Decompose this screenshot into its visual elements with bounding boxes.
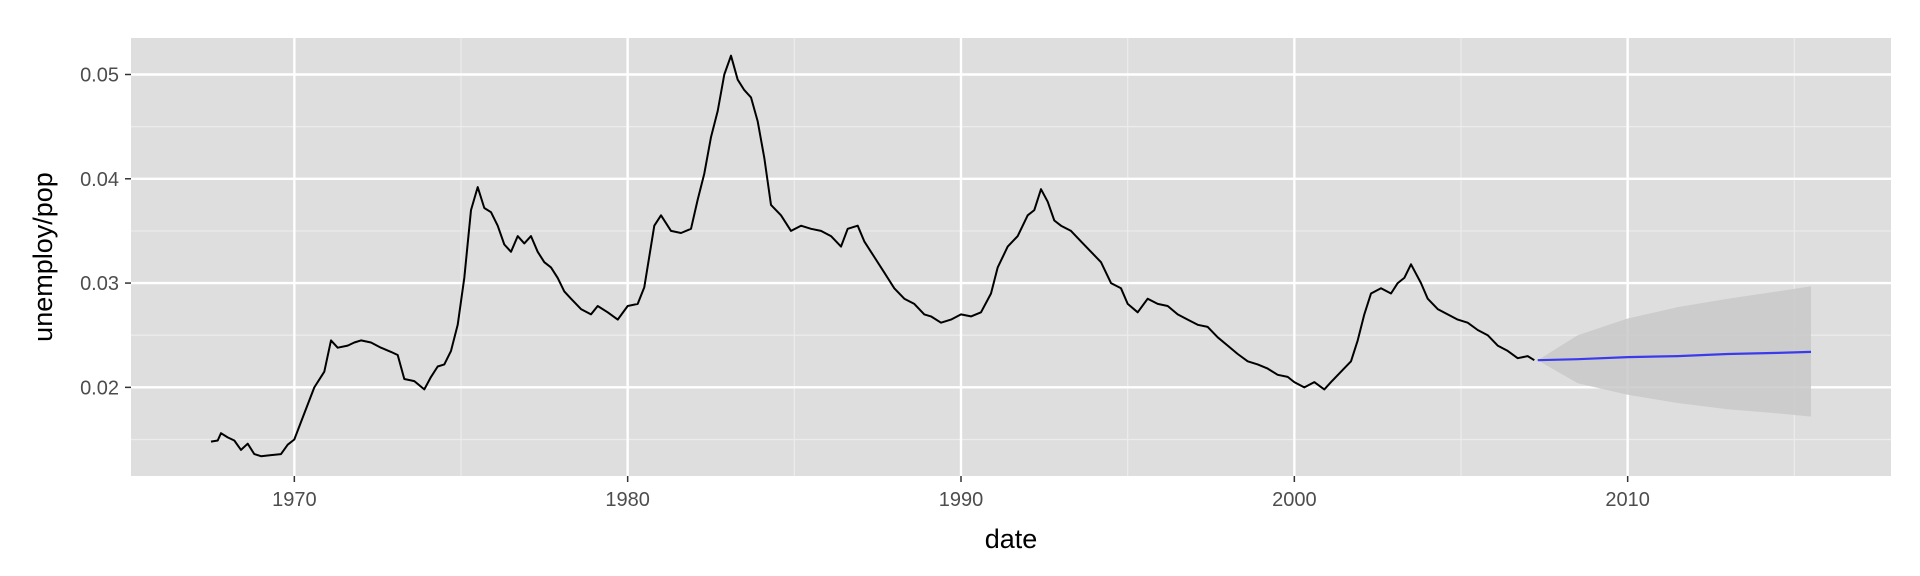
x-axis-ticks: 1970 1980 1990 2000 2010 [272, 476, 1650, 511]
plot-panel [131, 38, 1891, 476]
grid [131, 38, 1891, 476]
y-axis-title: unemploy/pop [28, 172, 58, 342]
x-tick-label: 1980 [605, 489, 650, 511]
x-tick-label: 1990 [939, 489, 984, 511]
x-tick-label: 2010 [1605, 489, 1650, 511]
series-line-forecast [1537, 350, 1812, 362]
x-tick-label: 1970 [272, 489, 317, 511]
y-tick-label: 0.04 [80, 169, 119, 191]
series-line-observed [210, 54, 1535, 458]
y-tick-label: 0.02 [80, 377, 119, 399]
series-layer [210, 54, 1812, 458]
forecast-band-layer [1537, 286, 1811, 417]
y-axis-ticks: 0.02 0.03 0.04 0.05 [80, 65, 131, 399]
forecast-confidence-band [1537, 286, 1811, 417]
y-tick-label: 0.05 [80, 65, 119, 87]
x-tick-label: 2000 [1272, 489, 1317, 511]
y-tick-label: 0.03 [80, 273, 119, 295]
x-axis-title: date [985, 524, 1038, 554]
